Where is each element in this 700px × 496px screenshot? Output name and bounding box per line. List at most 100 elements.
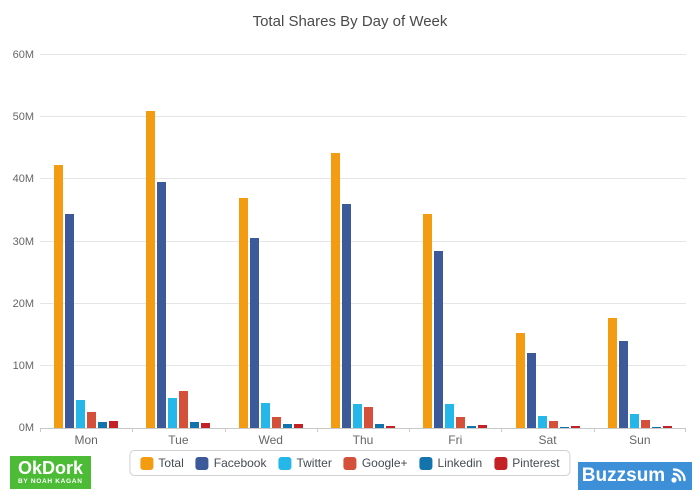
x-label-fri: Fri [448, 433, 463, 447]
legend-item-total[interactable]: Total [140, 456, 184, 470]
plot-area [40, 54, 686, 432]
bar-group-tue [132, 55, 224, 428]
bar-linkedin-tue [190, 422, 200, 428]
x-axis-line [40, 428, 686, 429]
bar-pinterest-wed [293, 424, 303, 428]
legend-item-facebook[interactable]: Facebook [195, 456, 267, 470]
bar-linkedin-thu [374, 424, 384, 428]
buzzsumo-sonar-icon [671, 468, 686, 483]
chart-title: Total Shares By Day of Week [252, 13, 448, 30]
bar-linkedin-wed [282, 424, 292, 428]
bar-facebook-sat [526, 353, 536, 428]
legend-label-total: Total [158, 456, 184, 470]
legend-label-facebook: Facebook [213, 456, 267, 470]
legend-item-twitter[interactable]: Twitter [278, 456, 332, 470]
legend-item-googleplus[interactable]: Google+ [343, 456, 408, 470]
x-axis-tick [409, 428, 410, 432]
legend-label-twitter: Twitter [296, 456, 332, 470]
x-axis: Mon Tue Wed Thu Fri Sat Sun [40, 433, 686, 447]
bar-total-thu [330, 153, 340, 428]
x-axis-tick [685, 428, 686, 432]
bar-group-wed [225, 55, 317, 428]
bar-pinterest-mon [109, 421, 119, 428]
bar-total-fri [423, 214, 433, 428]
bar-linkedin-sat [559, 427, 569, 428]
bar-twitter-tue [168, 398, 178, 428]
legend-swatch-googleplus [343, 456, 357, 470]
y-tick-label: 30M [12, 235, 34, 248]
gridline [40, 54, 686, 55]
bar-googleplus-thu [363, 407, 373, 428]
okdork-subtitle: BY NOAH KAGAN [18, 478, 83, 486]
bar-twitter-sun [629, 414, 639, 428]
y-tick-label: 60M [12, 49, 34, 61]
bar-googleplus-sun [640, 420, 650, 428]
bar-facebook-tue [157, 182, 167, 428]
legend-label-linkedin: Linkedin [437, 456, 483, 470]
bar-facebook-wed [249, 238, 259, 428]
bar-group-fri [409, 55, 501, 428]
legend-swatch-linkedin [419, 456, 433, 470]
bar-facebook-sun [618, 341, 628, 428]
bar-group-mon [40, 55, 132, 428]
bar-pinterest-sat [570, 426, 580, 428]
gridline [40, 116, 686, 118]
x-label-mon: Mon [74, 433, 98, 447]
bar-group-thu [317, 55, 409, 428]
bar-twitter-sat [537, 416, 547, 428]
bar-twitter-mon [76, 400, 86, 428]
x-axis-tick [501, 428, 502, 432]
bar-pinterest-thu [385, 426, 395, 428]
y-tick-label: 50M [12, 111, 34, 124]
buzzsumo-text: Buzzsum [581, 465, 666, 486]
y-tick-label: 10M [12, 359, 34, 372]
bar-googleplus-mon [87, 412, 97, 428]
okdork-logo[interactable]: OkDork BY NOAH KAGAN [10, 456, 92, 490]
bar-twitter-fri [445, 404, 455, 428]
x-axis-tick [317, 428, 318, 432]
bar-googleplus-fri [456, 417, 466, 428]
bar-total-wed [238, 198, 248, 428]
x-label-sat: Sat [538, 433, 557, 447]
bar-facebook-fri [434, 251, 444, 428]
y-tick-label: 20M [12, 297, 34, 310]
x-axis-tick [225, 428, 226, 432]
legend-swatch-twitter [278, 456, 292, 470]
x-axis-tick [132, 428, 133, 432]
bar-pinterest-fri [478, 425, 488, 428]
gridline [40, 178, 686, 180]
legend: Total Facebook Twitter Google+ Linkedin Pinte… [129, 450, 571, 476]
gridline [40, 302, 686, 304]
x-label-sun: Sun [629, 433, 651, 447]
legend-label-pinterest: Pinterest [512, 456, 560, 470]
legend-swatch-total [140, 456, 154, 470]
legend-item-pinterest[interactable]: Pinterest [494, 456, 560, 470]
x-axis-tick [40, 428, 41, 432]
y-tick-label: 40M [12, 173, 34, 186]
gridline [40, 240, 686, 242]
bar-group-sat [501, 55, 593, 428]
bar-googleplus-sat [548, 421, 558, 428]
gridline [40, 364, 686, 366]
legend-item-linkedin[interactable]: Linkedin [419, 456, 483, 470]
legend-swatch-pinterest [494, 456, 508, 470]
bar-total-sat [515, 333, 525, 428]
bar-total-sun [607, 318, 617, 428]
bar-total-tue [146, 111, 156, 428]
x-label-wed: Wed [258, 433, 283, 447]
bar-googleplus-tue [179, 391, 189, 428]
bar-linkedin-sun [651, 427, 661, 428]
bar-pinterest-tue [201, 423, 211, 428]
legend-label-googleplus: Google+ [361, 456, 408, 470]
bar-total-mon [54, 165, 64, 428]
bar-group-sun [594, 55, 686, 428]
bar-groups [40, 55, 686, 428]
x-axis-tick [594, 428, 595, 432]
buzzsumo-logo[interactable]: Buzzsum [578, 462, 692, 490]
x-label-tue: Tue [168, 433, 189, 447]
x-label-thu: Thu [352, 433, 374, 447]
bar-twitter-wed [260, 403, 270, 428]
bar-googleplus-wed [271, 417, 281, 428]
y-tick-label: 0M [18, 422, 34, 434]
